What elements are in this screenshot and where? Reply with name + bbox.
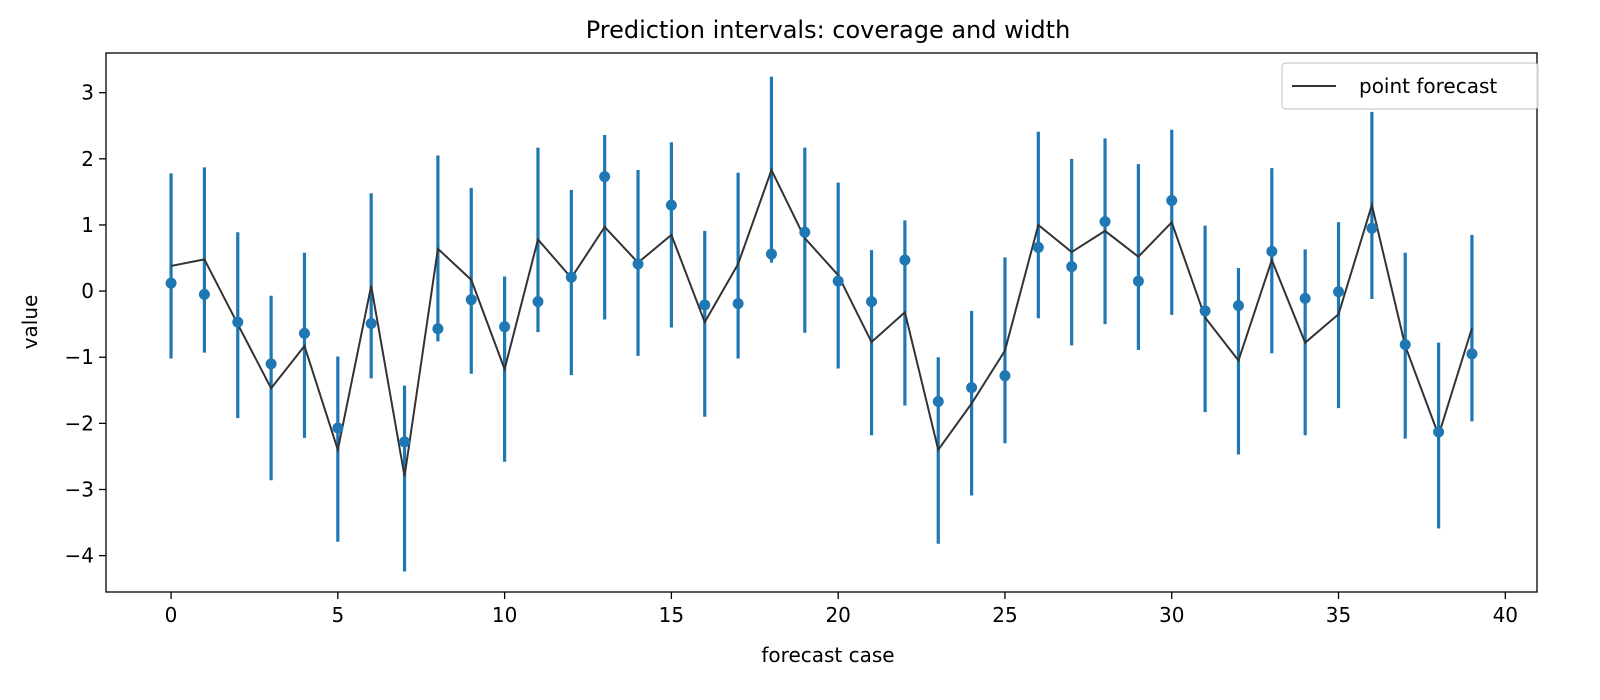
- observed-point-31: [1199, 305, 1211, 317]
- observed-point-7: [399, 436, 411, 448]
- y-tick-label-2: −2: [65, 411, 94, 435]
- x-tick-label-0: 0: [165, 603, 178, 627]
- observed-point-30: [1166, 194, 1178, 206]
- plot-area: 0 5 10 15 20 25 30 35 40 −4 −3 −2 −1 0 1 2 3: [65, 52, 1538, 627]
- observed-point-35: [1333, 286, 1345, 298]
- observed-point-32: [1232, 300, 1244, 312]
- chart-title: Prediction intervals: coverage and width: [586, 16, 1071, 44]
- observed-point-16: [699, 299, 711, 311]
- observed-point-15: [665, 199, 677, 211]
- observed-point-37: [1399, 339, 1411, 351]
- legend: point forecast: [1281, 62, 1539, 110]
- observed-point-10: [499, 321, 511, 333]
- x-tick-label-2: 10: [492, 603, 517, 627]
- observed-point-6: [365, 317, 377, 329]
- observed-point-0: [165, 277, 177, 289]
- observed-point-28: [1099, 216, 1111, 228]
- observed-point-23: [932, 396, 944, 408]
- observed-point-13: [599, 171, 611, 183]
- observed-point-26: [1032, 241, 1044, 253]
- observed-point-4: [298, 327, 310, 339]
- observed-point-9: [465, 294, 477, 306]
- observed-point-24: [966, 382, 978, 394]
- observed-point-25: [999, 370, 1011, 382]
- observed-point-36: [1366, 222, 1378, 234]
- y-tick-label-3: −1: [65, 345, 94, 369]
- observed-point-27: [1066, 261, 1078, 273]
- observed-point-18: [765, 248, 777, 260]
- y-tick-label-0: −4: [65, 544, 94, 568]
- x-tick-label-1: 5: [331, 603, 344, 627]
- observed-point-20: [832, 275, 844, 287]
- observed-point-19: [799, 226, 811, 238]
- plot-frame: [105, 52, 1538, 593]
- y-tick-label-6: 2: [81, 147, 94, 171]
- observed-point-39: [1466, 348, 1478, 360]
- observed-point-8: [432, 323, 444, 335]
- observed-point-22: [899, 254, 911, 266]
- observed-point-14: [632, 258, 644, 270]
- y-tick-label-1: −3: [65, 477, 94, 501]
- observed-point-17: [732, 298, 744, 310]
- observed-point-11: [532, 296, 544, 308]
- legend-box: [1281, 62, 1539, 110]
- observed-point-2: [232, 316, 244, 328]
- observed-point-29: [1132, 275, 1144, 287]
- x-tick-label-6: 30: [1159, 603, 1184, 627]
- observed-point-1: [198, 288, 210, 300]
- y-tick-label-5: 1: [81, 213, 94, 237]
- y-axis-label: value: [18, 295, 42, 350]
- x-tick-label-5: 25: [992, 603, 1017, 627]
- observed-point-12: [565, 271, 577, 283]
- observed-point-5: [332, 422, 344, 434]
- x-tick-label-7: 35: [1326, 603, 1351, 627]
- x-axis-label: forecast case: [761, 643, 894, 667]
- x-tick-label-4: 20: [825, 603, 850, 627]
- legend-label-point-forecast: point forecast: [1359, 74, 1497, 98]
- y-tick-label-4: 0: [81, 279, 94, 303]
- observed-point-38: [1433, 426, 1445, 438]
- y-tick-label-7: 3: [81, 81, 94, 105]
- x-tick-label-3: 15: [659, 603, 684, 627]
- observed-point-3: [265, 358, 277, 370]
- observed-point-21: [866, 296, 878, 308]
- point-forecast-line: [170, 167, 1473, 477]
- x-tick-label-8: 40: [1493, 603, 1518, 627]
- observed-point-33: [1266, 245, 1278, 257]
- observed-point-34: [1299, 292, 1311, 304]
